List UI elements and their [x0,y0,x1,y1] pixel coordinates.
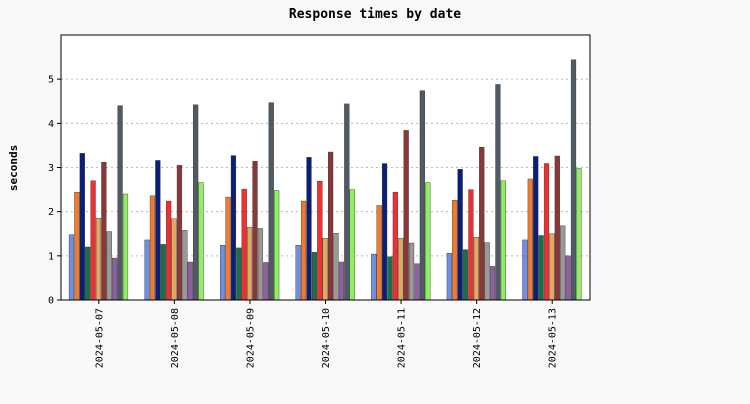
x-tick-label: 2024-05-13 [548,308,559,368]
bar [176,165,183,301]
bar [522,239,528,301]
bar [414,263,420,301]
x-tick-label: 2024-05-12 [472,308,483,368]
bar [479,146,485,301]
bar [268,102,274,301]
bar [311,252,318,301]
bar [198,182,204,301]
bar [576,168,582,301]
bar [68,234,75,301]
bar [236,247,242,301]
bar [322,237,328,301]
y-tick-label: 5 [48,75,54,86]
bar [95,218,102,301]
bar [554,155,560,301]
bar [349,189,355,301]
bar [144,239,150,301]
bar [408,242,415,301]
bar [338,261,345,301]
bar [79,153,85,301]
chart-title: Response times by date [289,7,461,22]
bar [117,105,123,301]
y-tick-label: 0 [48,296,54,307]
bar [155,160,161,301]
bar [538,235,544,301]
bar [533,156,539,301]
bar [295,245,301,301]
bar [225,196,231,301]
bar [381,163,388,301]
bar [489,266,496,301]
bar [193,104,199,301]
bar [241,188,247,301]
bar [371,253,377,301]
y-tick-label: 1 [48,251,54,262]
bar [344,103,350,301]
bar [257,228,264,301]
bar [333,233,339,301]
bar [101,161,107,301]
bar [462,249,469,301]
bar [425,182,431,301]
y-axis-ticks: 0 1 2 3 4 5 [48,75,61,307]
bar [495,84,501,301]
bar [328,151,334,301]
bar [560,225,566,301]
bar [452,199,458,301]
bar [419,90,425,301]
bar [182,230,188,301]
bar [230,155,237,301]
bar [468,189,474,301]
bar [549,233,555,301]
bar [112,257,118,301]
bar [149,195,156,301]
bar [473,237,479,301]
bar [171,218,177,301]
bar [565,255,571,301]
bar [122,193,129,301]
bar [247,226,253,301]
bar [317,180,323,301]
bar [403,130,409,301]
bars [68,59,582,301]
bar [484,242,490,301]
y-tick-label: 2 [48,207,54,218]
bar [446,252,452,301]
bar [166,200,172,301]
bar [301,200,307,301]
y-tick-label: 4 [48,119,54,130]
y-tick-label: 3 [48,163,54,174]
bar [263,262,269,301]
bar [274,190,280,301]
bar [106,231,112,301]
x-tick-label: 2024-05-08 [170,308,181,368]
bar [220,245,226,301]
x-axis-ticks: 2024-05-07 2024-05-08 2024-05-09 2024-05-10… [94,300,559,368]
bar [74,192,80,301]
bar [500,180,506,301]
bar [457,169,463,301]
bar [85,246,91,301]
bar [570,59,577,301]
bar [252,161,258,301]
bar [187,261,193,301]
bar [527,178,533,301]
x-tick-label: 2024-05-07 [94,308,105,368]
bar [306,157,312,301]
x-tick-label: 2024-05-11 [397,308,408,368]
bar [543,163,550,301]
bar [387,256,393,301]
bar [376,205,382,301]
x-tick-label: 2024-05-10 [321,308,332,368]
bar [90,180,96,301]
bar [160,244,166,301]
bar [398,237,404,301]
x-tick-label: 2024-05-09 [245,308,256,368]
bar [392,192,398,301]
y-axis-label: seconds [7,145,20,191]
